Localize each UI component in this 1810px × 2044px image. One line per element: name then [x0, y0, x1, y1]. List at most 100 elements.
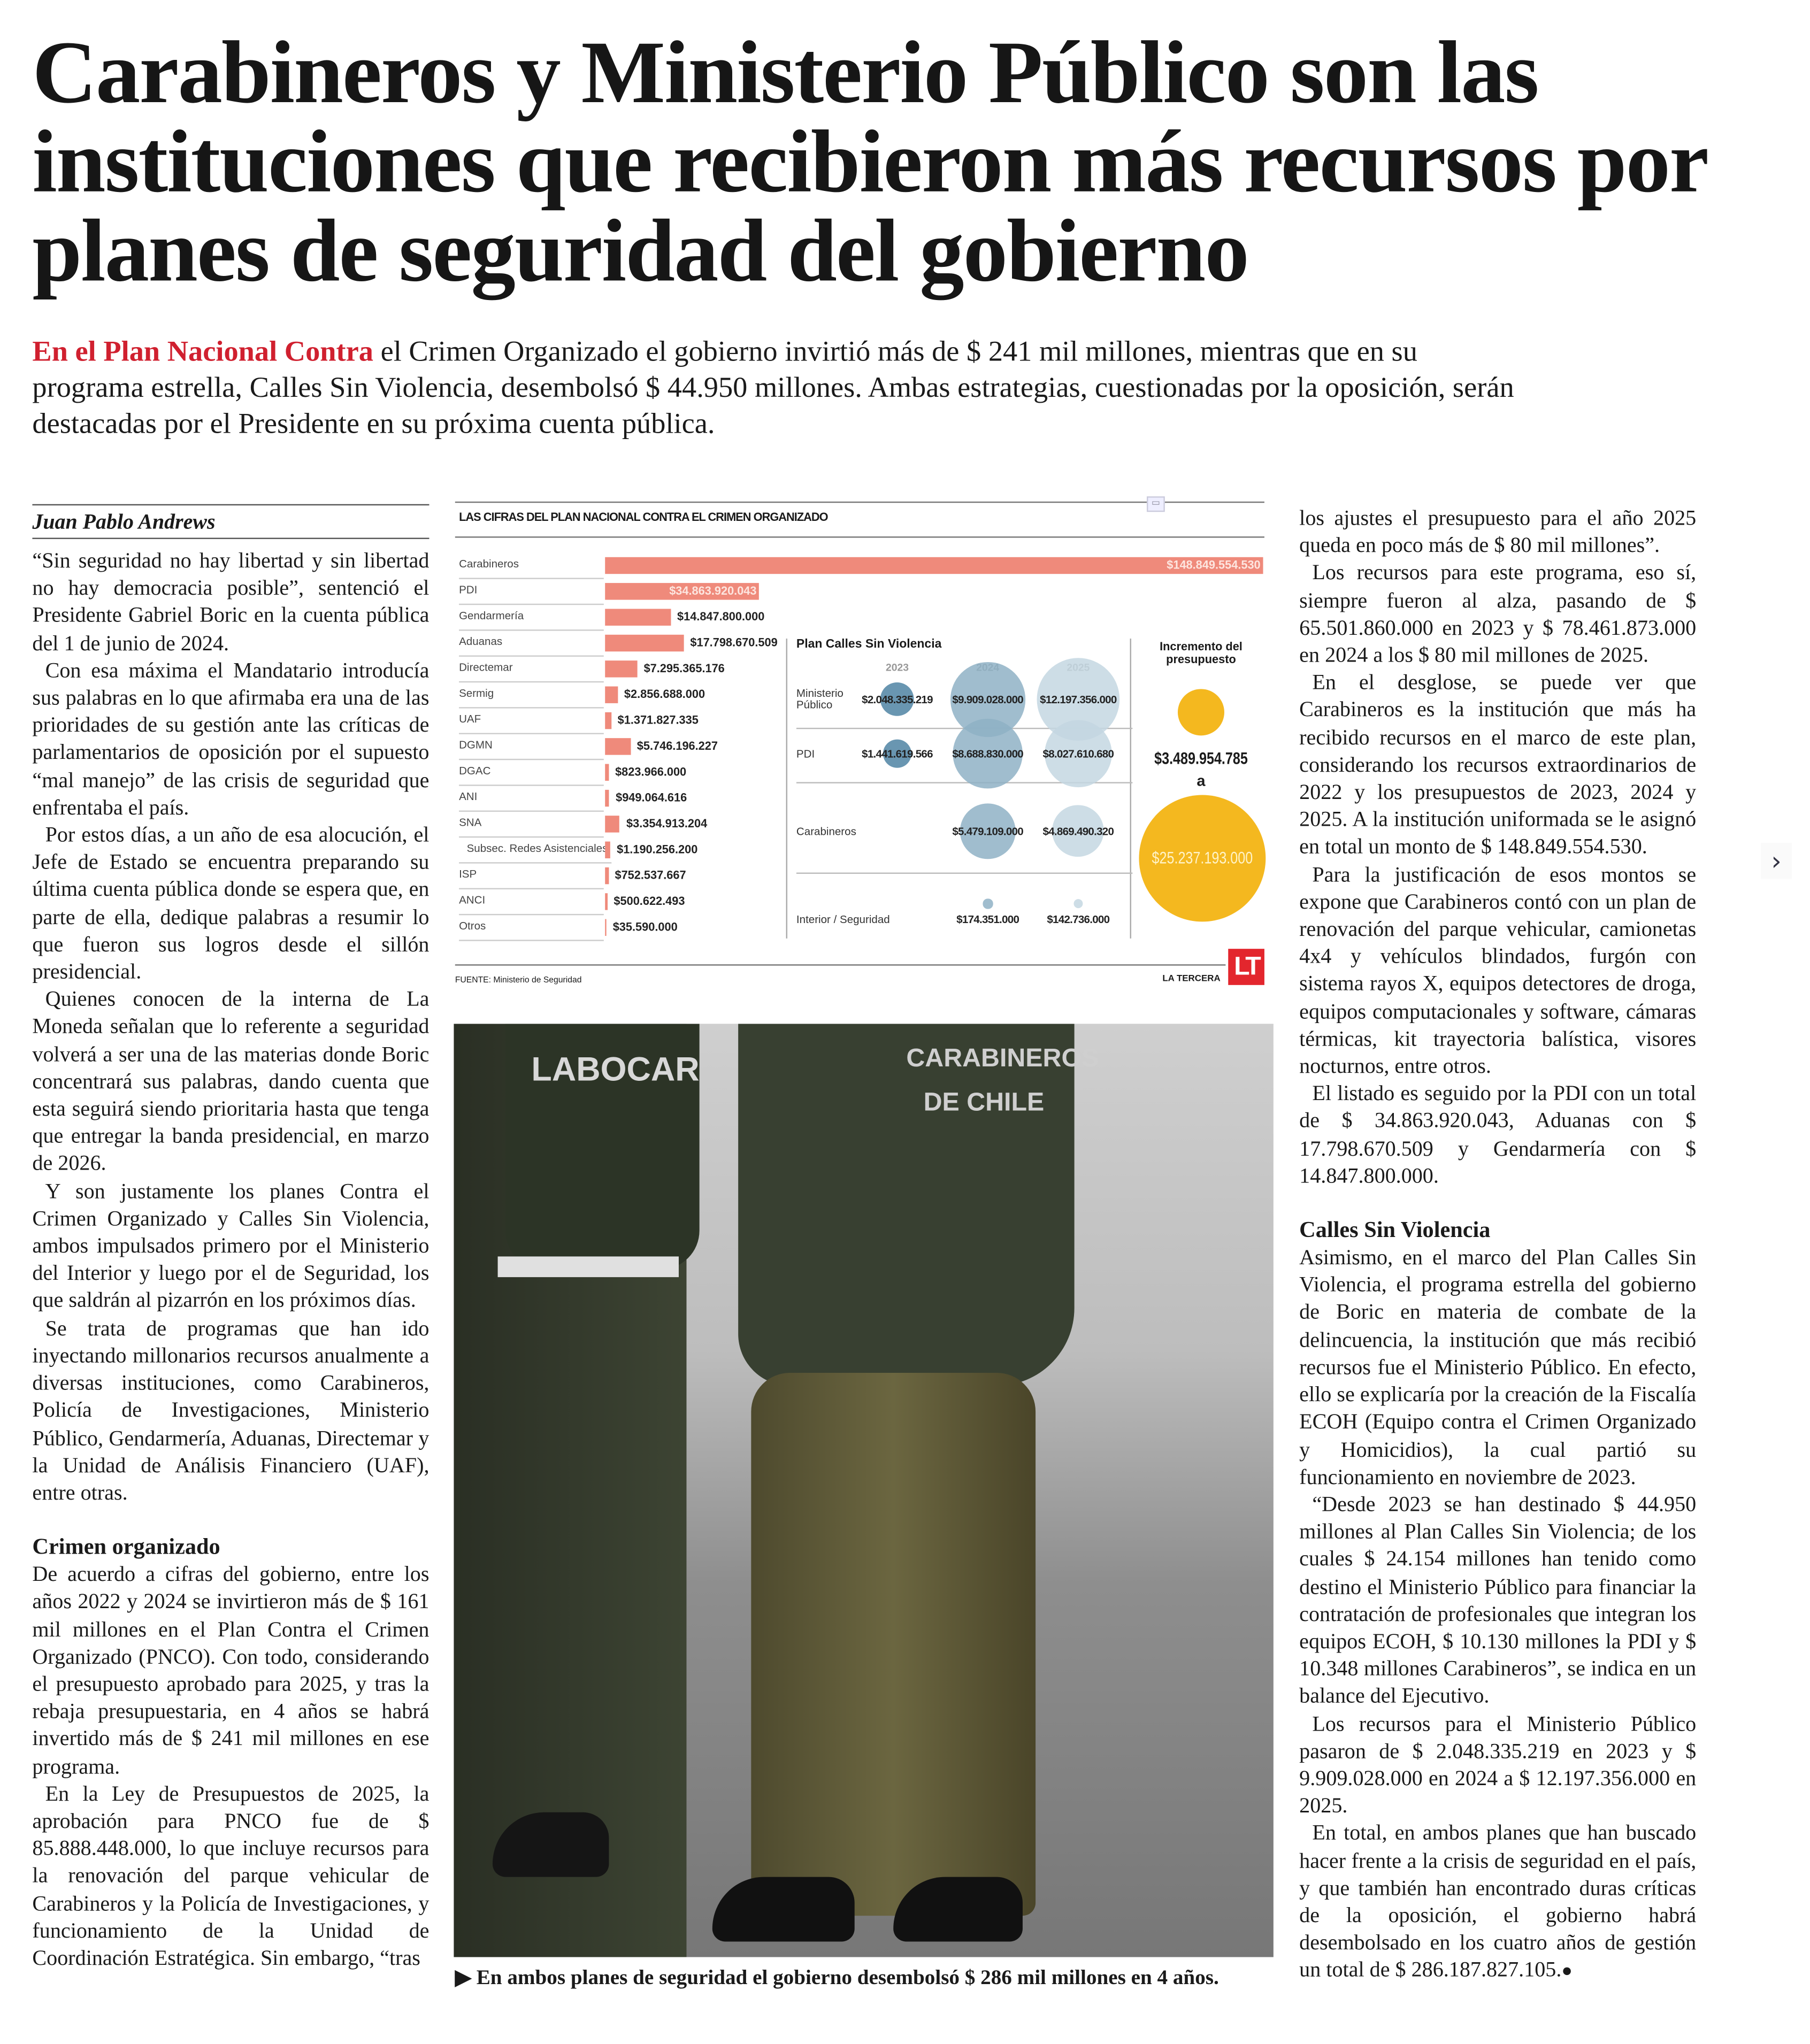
bubble-value-label: $2.048.335.219 — [862, 693, 933, 706]
bar-value-label: $5.746.196.227 — [636, 739, 718, 752]
bar-label: PDI — [459, 583, 604, 605]
divider — [1130, 639, 1131, 939]
year-label: 2023 — [885, 662, 909, 674]
bar-label: Carabineros — [459, 557, 604, 579]
bar-label: UAF — [459, 712, 604, 734]
increase-title: Incremento del presupuesto — [1160, 640, 1243, 666]
bubble — [960, 803, 1016, 859]
bar-row: DGMN $5.746.196.227 — [455, 734, 1264, 760]
bar-row: UAF $1.371.827.335 — [455, 709, 1264, 734]
bar-row: PDI $34.863.920.043 — [455, 579, 1264, 605]
bubble-value-label: $8.027.610.680 — [1042, 747, 1114, 760]
bar-label: DGMN — [459, 738, 604, 760]
budget-increase: Incremento del presupuesto $3.489.954.78… — [1134, 637, 1268, 948]
lead-highlight: En el Plan Nacional Contra — [32, 335, 373, 367]
bar — [605, 686, 618, 703]
lead-paragraph: En el Plan Nacional Contra el Crimen Org… — [32, 334, 1519, 442]
bar — [605, 867, 609, 885]
bubble-value-label: $9.909.028.000 — [952, 693, 1024, 706]
bar-value-label: $823.966.000 — [615, 765, 687, 779]
bubble-value-label: $8.688.830.000 — [952, 747, 1024, 760]
bubble-value-label: $142.736.000 — [1047, 912, 1110, 926]
bar-value-label: $14.847.800.000 — [677, 610, 765, 624]
brand-name: LA TERCERA — [1162, 974, 1221, 984]
bubble — [983, 898, 993, 909]
body-paragraph: En total, en ambos planes que han buscad… — [1299, 1819, 1696, 1986]
bar-value-label: $752.537.667 — [615, 869, 686, 882]
bar-value-label: $3.354.913.204 — [626, 817, 708, 830]
bubble-value-label: $5.479.109.000 — [952, 825, 1024, 838]
bubble-value-label: $4.869.490.320 — [1042, 825, 1114, 838]
bar-value-label: $17.798.670.509 — [690, 636, 778, 649]
image-icon[interactable]: ▭ — [1146, 496, 1165, 512]
bar-row: SNA $3.354.913.204 — [455, 812, 1264, 838]
bubble — [953, 718, 1023, 789]
bar-row: Directemar $7.295.365.176 — [455, 657, 1264, 683]
subhead-calles-sin-violencia: Calles Sin Violencia — [1299, 1216, 1491, 1243]
lead-text: el Crimen Organizado el gobierno invirti… — [32, 335, 1514, 440]
bubble-value-label: $174.351.000 — [956, 912, 1019, 926]
bubble-value-label: $1.441.619.566 — [862, 747, 933, 760]
increase-connector: a — [1197, 772, 1206, 790]
body-paragraph: De acuerdo a cifras del gobierno, entre … — [32, 1562, 430, 1778]
bar-label: ANCI — [459, 893, 604, 916]
bar — [605, 609, 671, 626]
row-divider — [796, 872, 1133, 874]
body-paragraph: Para la justificación de esos montos se … — [1299, 862, 1697, 1079]
photo-caption: ▶ En ambos planes de seguridad el gobier… — [455, 1964, 1283, 1992]
bar-value-label: $1.371.827.335 — [617, 713, 699, 727]
bubble-chart-title: Plan Calles Sin Violencia — [796, 637, 942, 652]
bar-label: DGAC — [459, 764, 604, 786]
body-paragraph-text: En total, en ambos planes que han buscad… — [1299, 1820, 1697, 1982]
body-paragraph: Quienes conocen de la interna de La Mone… — [32, 986, 430, 1176]
body-paragraph: los ajustes el presupuesto para el año 2… — [1299, 505, 1697, 558]
body-paragraph: El listado es seguido por la PDI con un … — [1299, 1081, 1697, 1188]
increase-to-value: $25.237.193.000 — [1152, 848, 1253, 867]
headline: Carabineros y Ministerio Público son las… — [32, 23, 1707, 300]
bar-row: ISP $752.537.667 — [455, 864, 1264, 889]
brand-logo: LT — [1228, 949, 1264, 985]
infographic: LAS CIFRAS DEL PLAN NACIONAL CONTRA EL C… — [455, 496, 1266, 993]
right-column: los ajustes el presupuesto para el año 2… — [1299, 504, 1696, 1986]
bar — [605, 841, 611, 858]
body-paragraph: Con esa máxima el Mandatario introducía … — [32, 657, 430, 820]
bar — [605, 738, 631, 755]
bar-label: Directemar — [459, 660, 604, 683]
row-label: Interior / Seguridad — [796, 912, 890, 926]
bar-row: Carabineros $148.849.554.530 — [455, 554, 1264, 579]
increase-bubble-to: $25.237.193.000 — [1139, 795, 1266, 922]
chart-title: LAS CIFRAS DEL PLAN NACIONAL CONTRA EL C… — [455, 501, 1264, 538]
bar — [605, 660, 638, 678]
bar — [605, 893, 608, 910]
bar — [605, 557, 1263, 574]
bubble-chart: Plan Calles Sin Violencia 202320242025Mi… — [794, 637, 1133, 948]
increase-from-value: $3.489.954.785 — [1154, 748, 1248, 768]
bubble — [883, 739, 912, 768]
bar — [605, 919, 607, 936]
bubble — [1045, 720, 1112, 787]
next-page-arrow-icon[interactable]: › — [1761, 842, 1792, 879]
body-paragraph: “Desde 2023 se han destinado $ 44.950 mi… — [1299, 1492, 1697, 1708]
bar-label: Otros — [459, 919, 604, 941]
bar-row: DGAC $823.966.000 — [455, 760, 1264, 786]
bar-label: Subsec. Redes Asistenciales — [459, 842, 612, 864]
bar-label: SNA — [459, 816, 604, 838]
bar — [605, 764, 609, 781]
bar-value-label: $500.622.493 — [613, 894, 685, 908]
subhead-crimen-organizado: Crimen organizado — [32, 1533, 220, 1559]
row-label: PDI — [796, 747, 815, 760]
body-paragraph: Por estos días, a un año de esa alocució… — [32, 822, 430, 984]
bubble — [1052, 805, 1105, 858]
bar-label: ISP — [459, 867, 604, 889]
body-paragraph: En la Ley de Presupuestos de 2025, la ap… — [32, 1781, 430, 1970]
bar-value-label: $1.190.256.200 — [617, 842, 698, 856]
left-column: Juan Pablo Andrews “Sin seguridad no hay… — [32, 504, 430, 1972]
bar-value-label: $2.856.688.000 — [624, 687, 705, 701]
bar-value-label: $148.849.554.530 — [1167, 558, 1261, 572]
end-mark-icon: ● — [1561, 1963, 1573, 1982]
body-paragraph: Los recursos para este programa, eso sí,… — [1299, 560, 1697, 667]
bar — [605, 816, 620, 833]
row-label: Ministerio Público — [796, 686, 843, 711]
bar — [605, 583, 760, 600]
